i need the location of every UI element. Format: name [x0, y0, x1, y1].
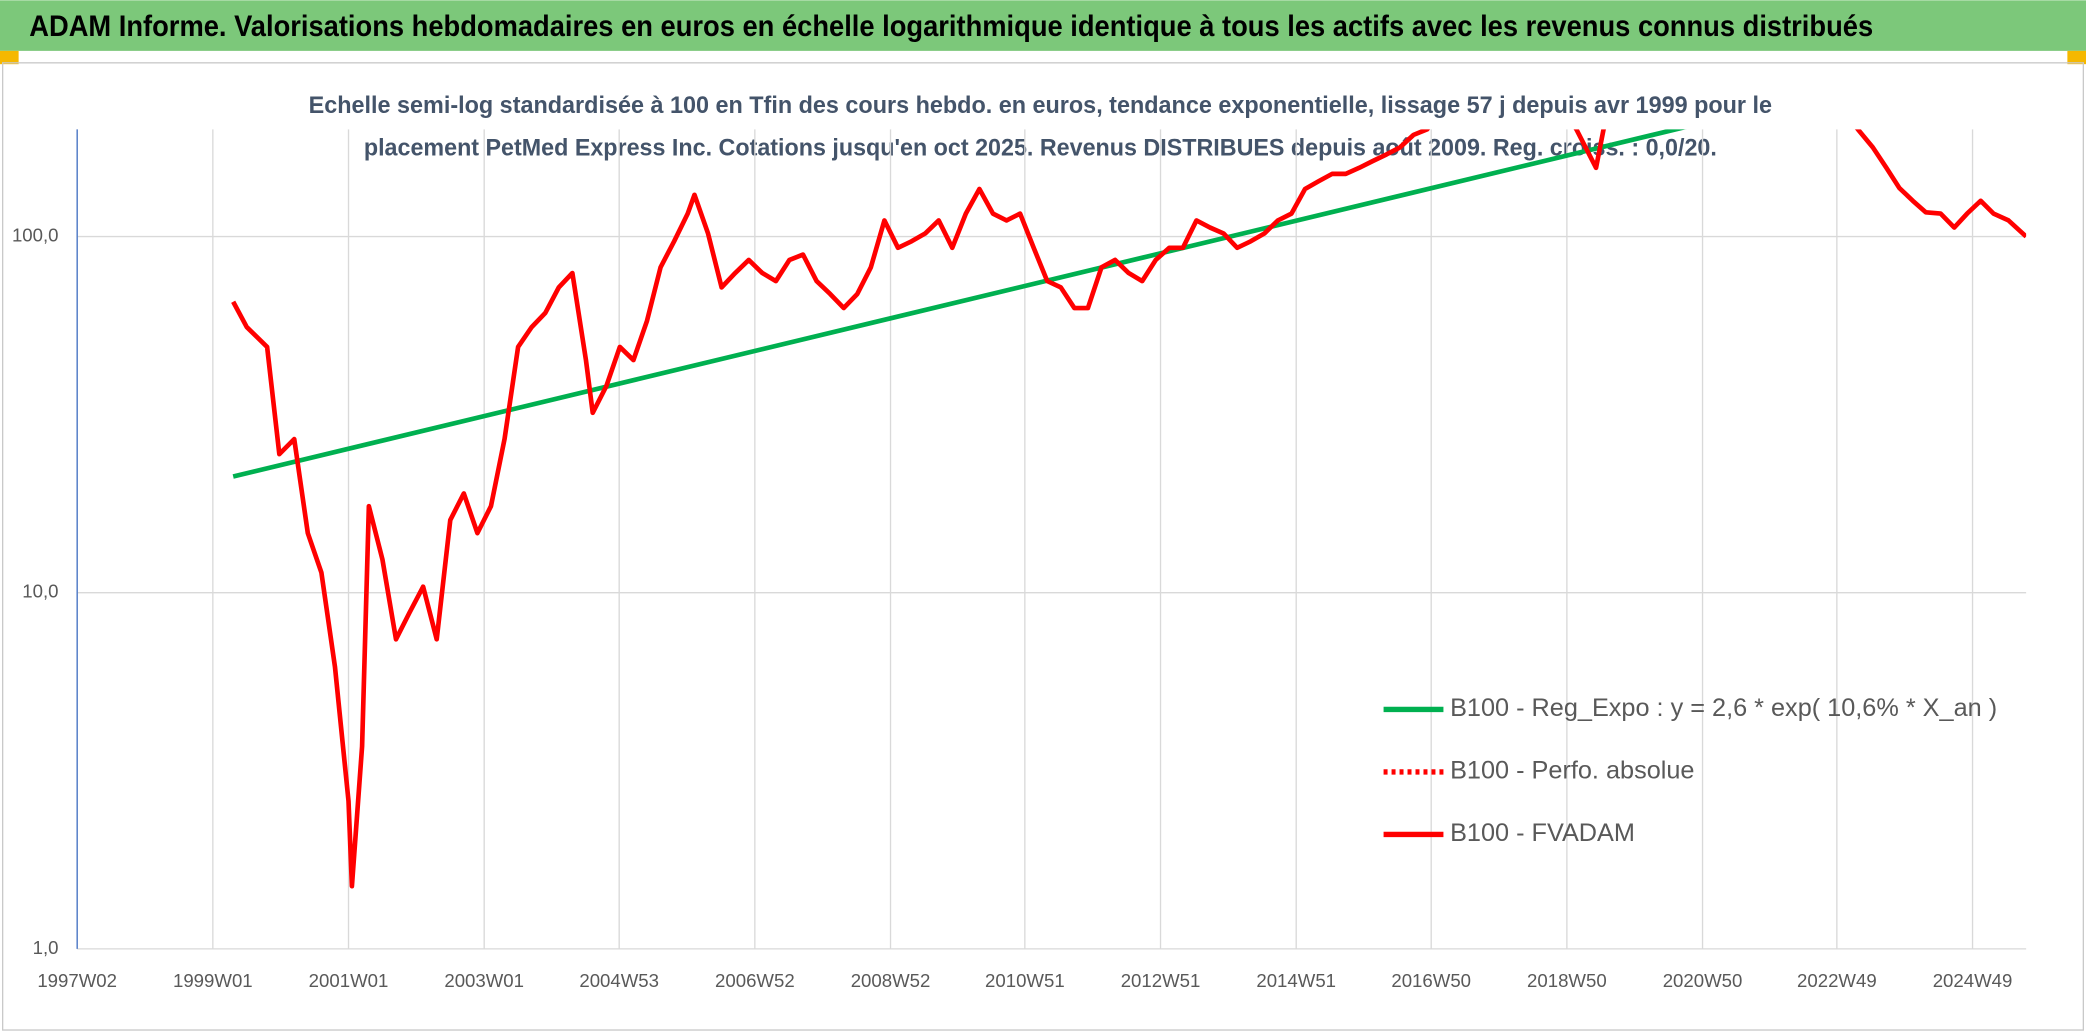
- legend-label: B100 - FVADAM: [1450, 819, 1635, 847]
- x-tick-label: 2003W01: [444, 970, 524, 991]
- legend-label: B100 - Perfo. absolue: [1450, 757, 1694, 785]
- x-tick-label: 2006W52: [715, 970, 795, 991]
- x-tick-label: 2012W51: [1121, 970, 1201, 991]
- x-tick-label: 2022W49: [1797, 970, 1877, 991]
- x-tick-label: 2024W49: [1933, 970, 2013, 991]
- y-tick-label: 1,0: [33, 937, 59, 958]
- plot-area: [231, 129, 2027, 889]
- series-line: [231, 129, 2027, 889]
- x-tick-label: 2016W50: [1391, 970, 1471, 991]
- chart-title: Echelle semi-log standardisée à 100 en T…: [309, 92, 1772, 119]
- chart-title: placement PetMed Express Inc. Cotations …: [364, 135, 1717, 162]
- x-tick-label: 1999W01: [173, 970, 253, 991]
- y-tick-label: 10,0: [22, 581, 58, 602]
- series-line: [232, 129, 1686, 479]
- header-title: ADAM Informe. Valorisations hebdomadaire…: [29, 11, 1873, 43]
- legend-label: B100 - Reg_Expo : y = 2,6 * exp( 10,6% *…: [1450, 694, 1997, 722]
- header-bar: [0, 0, 2086, 51]
- corner: [2067, 50, 2086, 65]
- x-tick-label: 2004W53: [579, 970, 659, 991]
- corner: [0, 50, 19, 65]
- x-tick-label: 2014W51: [1256, 970, 1336, 991]
- x-tick-label: 2008W52: [851, 970, 931, 991]
- y-tick-label: 100,0: [12, 224, 59, 245]
- x-tick-label: 2010W51: [985, 970, 1065, 991]
- x-tick-label: 2018W50: [1527, 970, 1607, 991]
- x-tick-label: 2001W01: [309, 970, 389, 991]
- x-tick-label: 2020W50: [1663, 970, 1743, 991]
- chart-frame: [1, 62, 2085, 1031]
- x-tick-label: 1997W02: [37, 970, 117, 991]
